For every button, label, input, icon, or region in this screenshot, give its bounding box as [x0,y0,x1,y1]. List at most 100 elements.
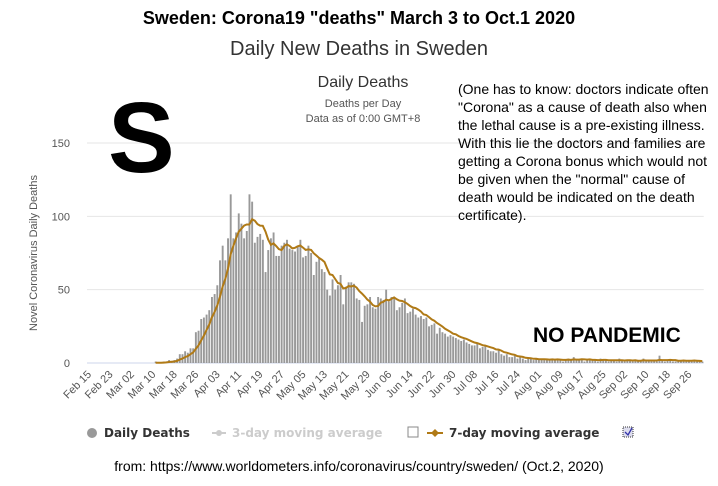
daily-deaths-bar [580,358,583,363]
daily-deaths-bar [535,358,538,363]
daily-deaths-bar [554,360,556,363]
daily-deaths-bar [326,289,329,363]
daily-deaths-bar [556,358,559,363]
legend-3day-average[interactable]: 3-day moving average [232,426,382,440]
daily-deaths-bar [205,314,208,363]
daily-deaths-bar [481,346,484,363]
daily-deaths-bar [355,298,358,363]
daily-deaths-bar [487,349,489,363]
y-tick-label: 0 [64,358,70,370]
daily-deaths-bar [546,360,548,363]
daily-deaths-bar [353,283,355,363]
daily-deaths-bar [454,338,457,363]
daily-deaths-bar [462,339,465,363]
daily-deaths-bar [320,269,323,363]
daily-deaths-bar [468,343,471,363]
daily-deaths-bar [286,239,288,363]
daily-deaths-bar [457,339,460,363]
daily-deaths-bar [610,360,613,363]
daily-deaths-bar [208,310,211,363]
daily-deaths-bar [248,194,251,363]
daily-deaths-bar [516,358,519,363]
daily-deaths-bar [259,233,262,363]
y-tick-label: 100 [52,211,70,223]
daily-deaths-bar [438,327,441,363]
daily-deaths-bar [401,302,404,363]
checkmark-icon [624,427,633,437]
legend-daily-deaths[interactable]: Daily Deaths [104,426,190,440]
daily-deaths-bar [444,333,447,363]
chart-data-as-of: Data as of 0:00 GMT+8 [305,113,421,125]
daily-deaths-bar [621,360,623,363]
daily-deaths-bar [596,361,599,363]
daily-deaths-bar [529,358,532,363]
y-tick-label: 50 [58,285,70,297]
daily-deaths-bar [211,297,213,363]
daily-deaths-bar [323,272,326,363]
daily-deaths-bar [347,282,350,363]
daily-deaths-bar [294,251,296,363]
daily-deaths-bar [594,360,597,363]
daily-deaths-bar [540,358,543,363]
daily-deaths-bar [219,260,221,363]
daily-deaths-bar [243,238,246,363]
daily-deaths-bar [216,285,219,363]
y-axis-label: Novel Coronavirus Daily Deaths [28,175,40,331]
daily-deaths-bar [422,319,425,363]
daily-deaths-bar [420,316,422,363]
daily-deaths-bar [521,358,524,363]
daily-deaths-bar [452,336,455,363]
daily-deaths-bar [532,360,535,363]
no-pandemic-stamp: NO PANDEMIC [533,324,681,347]
daily-deaths-bar [304,255,307,363]
daily-deaths-bar [403,298,406,363]
daily-deaths-bar [299,239,302,363]
daily-deaths-bar [371,307,374,363]
checkbox-3day[interactable] [407,426,419,438]
daily-deaths-bar [291,250,294,363]
daily-deaths-bar [261,239,264,363]
daily-deaths-bar [269,238,272,363]
daily-deaths-bar [312,275,315,363]
daily-deaths-bar [278,255,280,363]
daily-deaths-bar [256,236,259,363]
daily-deaths-bar [302,257,305,363]
daily-deaths-bar [336,285,339,363]
daily-deaths-bar [701,361,704,363]
daily-deaths-bar [661,360,664,363]
daily-deaths-bar [296,245,299,363]
daily-deaths-bar [524,360,527,363]
daily-deaths-bar [570,360,573,363]
daily-deaths-bar [350,282,353,363]
daily-deaths-bar [221,245,224,363]
daily-deaths-bar [412,308,414,363]
daily-deaths-bar [564,360,567,363]
daily-deaths-bar [361,321,363,363]
legend-7day-average[interactable]: 7-day moving average [449,426,599,440]
daily-deaths-bar [527,358,530,363]
daily-deaths-bar [484,345,487,363]
daily-deaths-bar [229,194,232,363]
daily-deaths-bar [583,361,586,363]
daily-deaths-bar [328,295,331,363]
daily-deaths-bar [586,360,589,363]
daily-deaths-bar [363,305,366,363]
daily-deaths-bar [492,351,495,363]
daily-deaths-bar [519,357,522,363]
daily-deaths-bar [674,361,677,363]
seven-day-average-line [155,217,703,364]
daily-deaths-bar [318,257,321,363]
daily-deaths-bar [379,298,382,363]
y-tick-label: 150 [52,138,70,150]
daily-deaths-bar [433,323,436,363]
daily-deaths-bar [425,317,428,363]
big-letter-overlay: S [108,82,175,194]
daily-deaths-bar [414,314,417,363]
daily-deaths-bar [626,360,629,363]
daily-deaths-bar [476,343,479,363]
checkbox-7day[interactable] [622,426,634,438]
daily-deaths-bar [369,297,372,363]
daily-deaths-bar [283,242,286,363]
daily-deaths-bar [548,360,551,363]
daily-deaths-bar [385,289,388,363]
